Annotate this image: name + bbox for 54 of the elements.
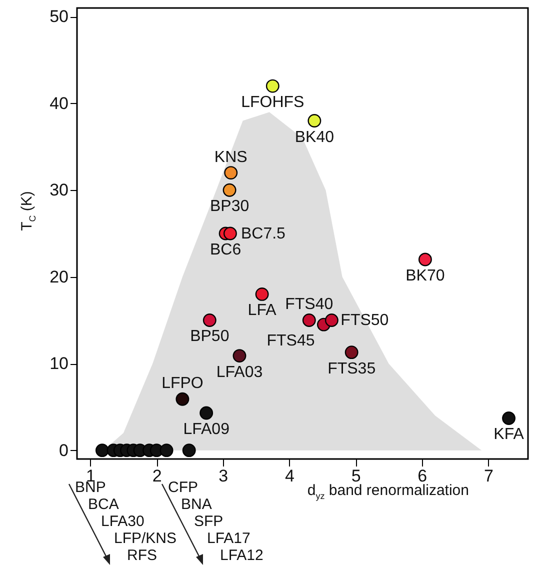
annotation: BC6: [210, 242, 242, 258]
text: LFP/KNS: [114, 530, 177, 547]
text: RFS: [127, 547, 157, 564]
annotation: FTS45: [266, 332, 315, 350]
y-tick-label: 10: [50, 354, 68, 374]
y-tick-label: 0: [59, 440, 68, 460]
point: [222, 183, 236, 197]
point: [418, 252, 432, 266]
annotation: LFPO: [162, 375, 204, 392]
point: [502, 412, 516, 425]
text: LFA17: [207, 530, 250, 547]
annotation: BC7.5: [240, 226, 286, 242]
point: [344, 346, 358, 360]
annotation: LFA03: [216, 364, 263, 381]
point: [324, 314, 338, 327]
point: [200, 406, 214, 420]
point: [308, 114, 322, 128]
point: [182, 444, 196, 458]
point: [302, 314, 316, 327]
y-tick-label: 30: [50, 180, 68, 200]
text: LFA12: [220, 547, 264, 564]
point: [255, 288, 269, 301]
x-tick-label: 4: [285, 466, 294, 486]
annotation: BK40: [294, 128, 334, 146]
annotation: LFOHFS: [241, 94, 304, 112]
annotation: FTS35: [328, 360, 376, 378]
annotation: BK70: [406, 268, 445, 285]
x-tick-label: 3: [218, 466, 228, 486]
text: CFP: [168, 479, 198, 496]
annotation: KFA: [494, 426, 524, 444]
point: [223, 226, 237, 240]
annotation: LFA09: [183, 421, 230, 438]
y-tick-label: 20: [50, 267, 68, 286]
y-tick-label: 40: [50, 94, 68, 113]
point: [266, 79, 280, 93]
text: LFA30: [101, 513, 144, 530]
x-tick-label: 2: [152, 466, 162, 486]
point: [232, 349, 246, 362]
text: SFP: [194, 513, 224, 530]
annotation: KNS: [214, 148, 248, 166]
annotation: BP50: [190, 328, 230, 346]
point: [176, 392, 190, 406]
x-tick-label: 7: [484, 466, 494, 486]
annotation: LFA: [248, 302, 277, 320]
y-tick-label: 50: [50, 7, 68, 26]
text: BCA: [88, 496, 119, 513]
annotation: FTS50: [340, 312, 389, 330]
point: [95, 444, 109, 458]
point: [160, 444, 174, 458]
point: [202, 314, 216, 327]
text: BNA: [181, 496, 212, 513]
annotation: FTS40: [285, 296, 334, 314]
annotation: BP30: [210, 198, 250, 216]
point: [224, 166, 238, 180]
